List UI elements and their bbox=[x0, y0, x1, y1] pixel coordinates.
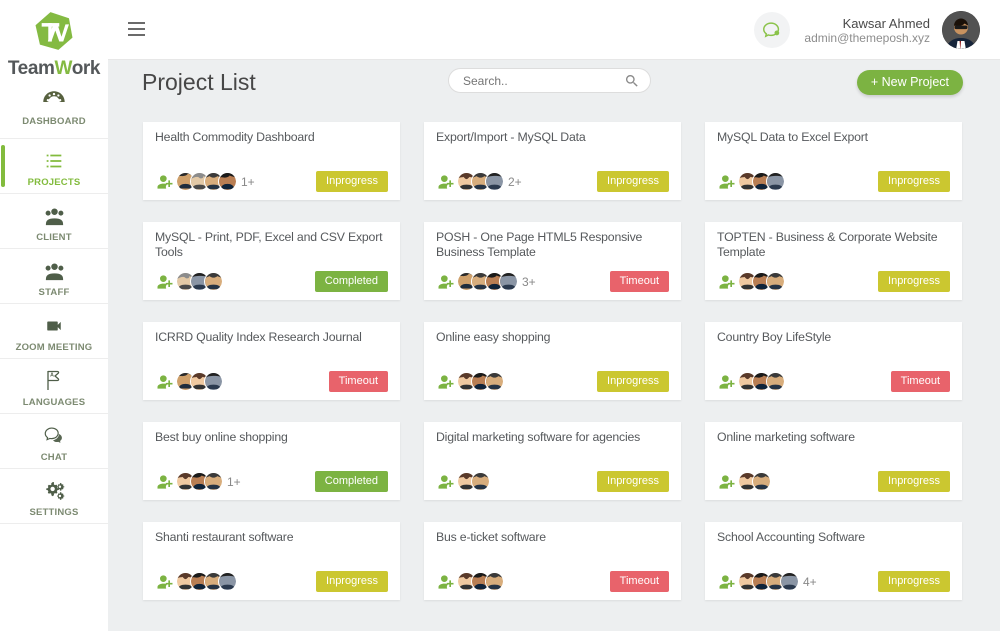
svg-text:A: A bbox=[50, 373, 54, 379]
